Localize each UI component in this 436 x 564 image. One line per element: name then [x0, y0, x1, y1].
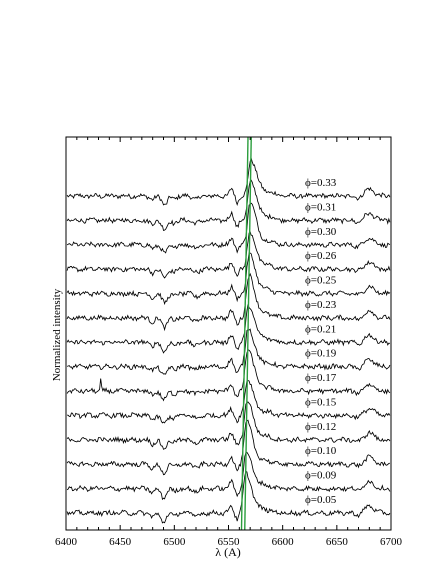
phase-label: ϕ=0.21 — [305, 323, 336, 335]
phase-label: ϕ=0.12 — [305, 421, 336, 433]
x-tick-label: 6400 — [55, 536, 78, 548]
spectrum-line — [66, 157, 391, 207]
reference-line — [240, 136, 249, 531]
spectrum-line — [66, 179, 391, 232]
spectrum-line — [66, 202, 391, 254]
x-tick-label: 6600 — [272, 536, 295, 548]
phase-label: ϕ=0.23 — [305, 299, 337, 311]
y-axis-label: Normalized intensity — [51, 288, 63, 381]
phase-label: ϕ=0.15 — [305, 396, 337, 408]
phase-label: ϕ=0.33 — [305, 177, 337, 189]
phase-label: ϕ=0.17 — [305, 372, 337, 384]
axis-ticks: 6400 6450 6500 6550 6600 6650 6700 — [55, 137, 403, 548]
spectrum-line — [66, 328, 391, 375]
spectrum-line — [66, 419, 391, 476]
spectrum-line — [66, 401, 391, 450]
x-tick-label: 6550 — [218, 536, 241, 548]
phase-label: ϕ=0.26 — [305, 250, 337, 262]
spectrum-line — [66, 470, 391, 524]
x-axis-label: λ (A) — [215, 545, 240, 559]
x-tick-label: 6650 — [326, 536, 349, 548]
phase-label: ϕ=0.30 — [305, 226, 337, 238]
spectrum-line — [66, 451, 391, 501]
spectrum-line — [66, 231, 391, 279]
phase-label: ϕ=0.19 — [305, 348, 337, 360]
spectrum-line — [66, 252, 391, 306]
reference-line — [244, 136, 252, 531]
spectrum-line — [66, 272, 391, 332]
spectrum-line — [66, 304, 391, 354]
spectrum-line — [66, 380, 391, 424]
x-tick-label: 6450 — [109, 536, 132, 548]
phase-label: ϕ=0.31 — [305, 201, 336, 213]
x-tick-label: 6700 — [380, 536, 403, 548]
phase-label: ϕ=0.09 — [305, 470, 337, 482]
phase-label: ϕ=0.10 — [305, 445, 337, 457]
plot-content: ϕ=0.33 ϕ=0.31 ϕ=0.30 ϕ=0.26 ϕ=0.25 ϕ=0.23 ϕ=0.… — [66, 136, 391, 531]
spectrum-line — [66, 349, 391, 402]
x-tick-label: 6500 — [163, 536, 186, 548]
phase-label: ϕ=0.25 — [305, 275, 337, 287]
phase-label: ϕ=0.05 — [305, 494, 337, 506]
